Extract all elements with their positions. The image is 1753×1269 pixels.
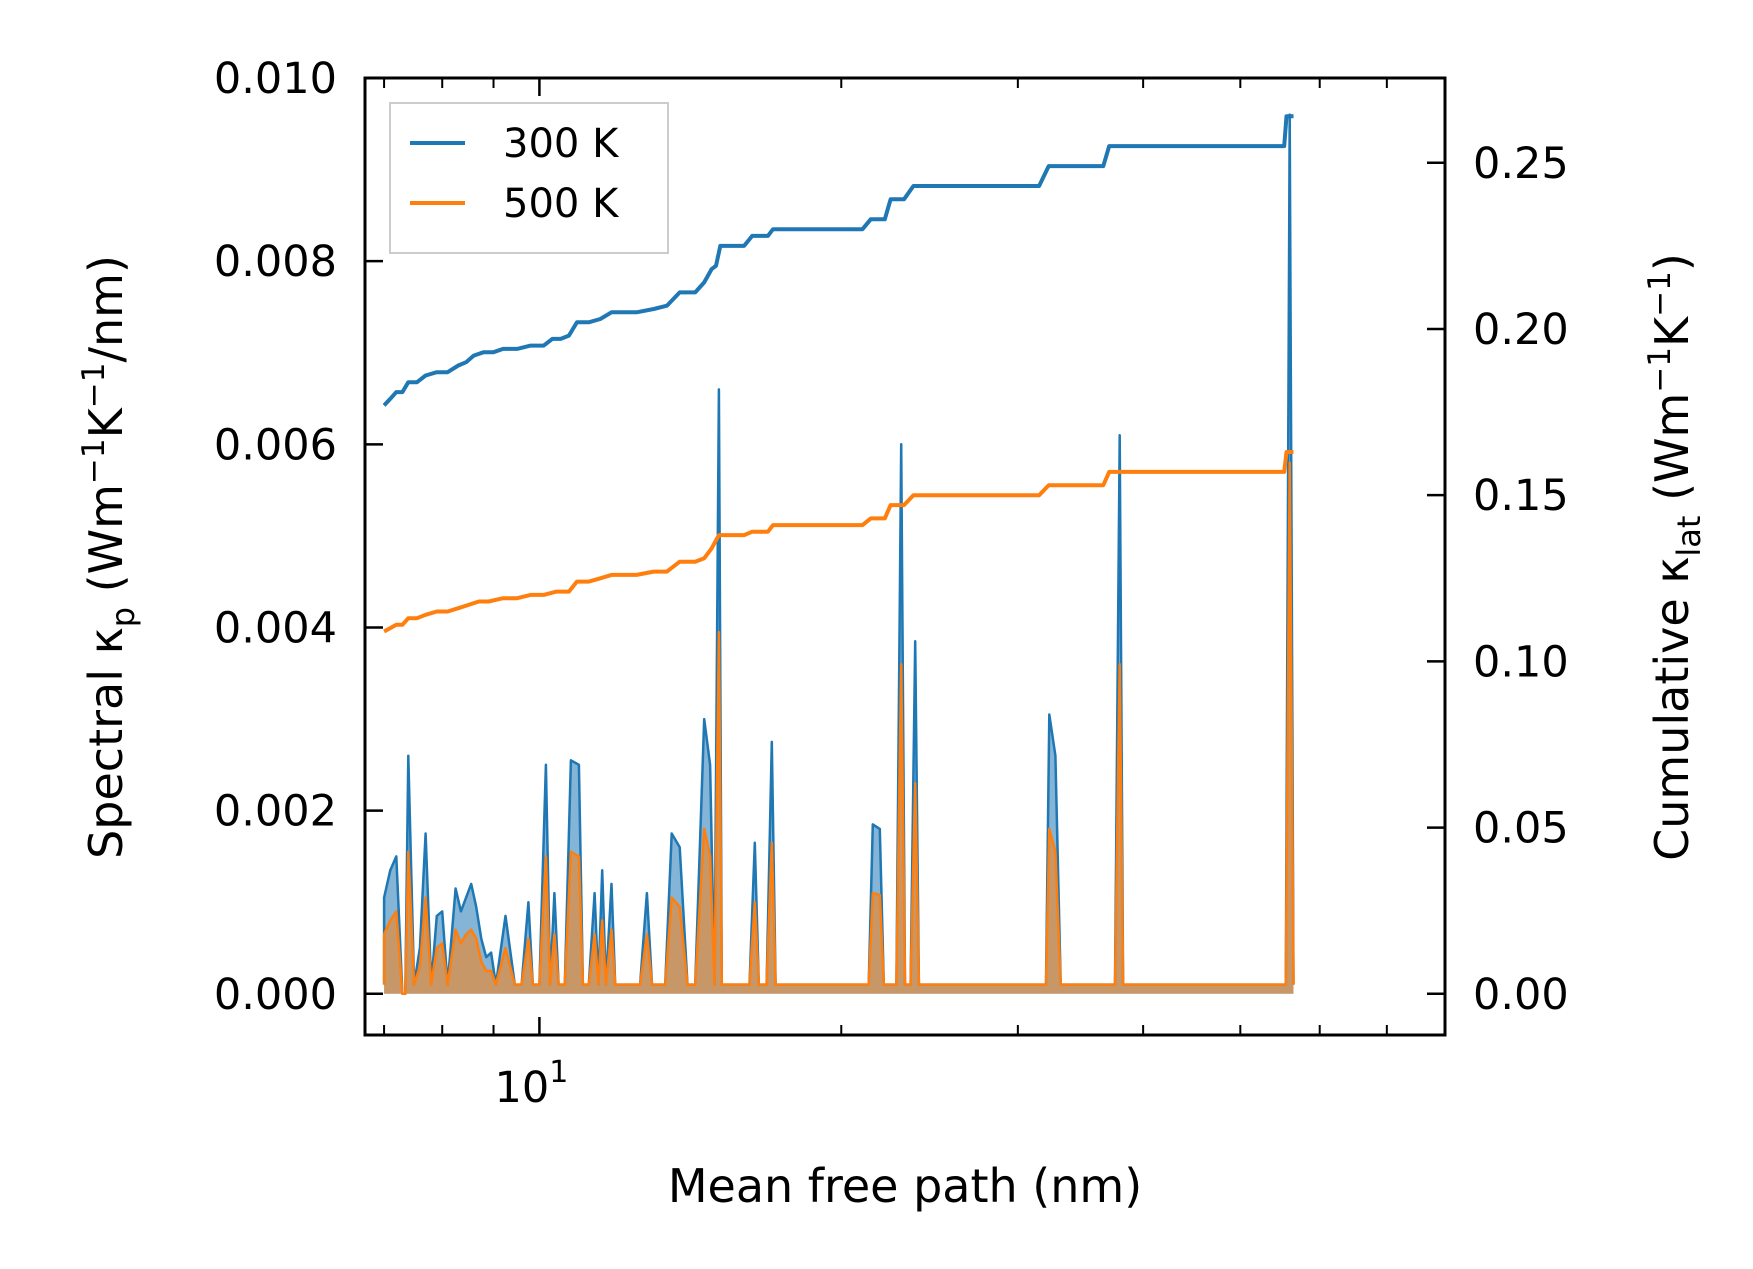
y-tick-label: 0.000 <box>214 970 337 1020</box>
y2-tick-label: 0.15 <box>1473 471 1569 521</box>
legend-box <box>389 102 669 254</box>
y-axis-title: Spectral κp (Wm−1K−1/nm) <box>76 255 142 859</box>
axis-ticks <box>365 76 1446 1035</box>
spectral-fill-500k <box>384 462 1294 994</box>
x-axis-title: Mean free path (nm) <box>668 1159 1142 1213</box>
spectral-line-300k <box>382 113 1295 996</box>
spectral-line-500k <box>382 461 1295 996</box>
data-lines <box>382 114 1294 634</box>
y2-tick-label: 0.10 <box>1473 637 1569 687</box>
y2-axis-title: Cumulative κlat (Wm−1K−1) <box>1642 253 1708 861</box>
cumulative-line-500k <box>383 450 1294 634</box>
legend: 300 K 500 K <box>389 102 669 254</box>
legend-300k-label: 300 K <box>503 121 620 167</box>
y2-tick-label: 0.25 <box>1473 139 1569 189</box>
spectral-fills <box>382 113 1295 996</box>
y-tick-label: 0.002 <box>214 787 337 837</box>
legend-500k-label: 500 K <box>503 181 620 227</box>
x-tick-label: 101 <box>495 1055 569 1113</box>
y2-tick-label: 0.00 <box>1473 970 1569 1020</box>
cumulative-line-300k <box>382 114 1294 407</box>
y2-tick-label: 0.20 <box>1473 305 1569 355</box>
plot-frame <box>363 76 1447 1037</box>
y-tick-label: 0.008 <box>214 237 337 287</box>
y-tick-label: 0.010 <box>214 54 337 104</box>
axis-tick-labels: 0.000 0.002 0.004 0.006 0.008 0.010 0.00 0.05 0.… <box>214 54 1569 1113</box>
y2-tick-label: 0.05 <box>1473 804 1569 854</box>
y-tick-label: 0.004 <box>214 603 337 653</box>
y-tick-label: 0.006 <box>214 420 337 470</box>
